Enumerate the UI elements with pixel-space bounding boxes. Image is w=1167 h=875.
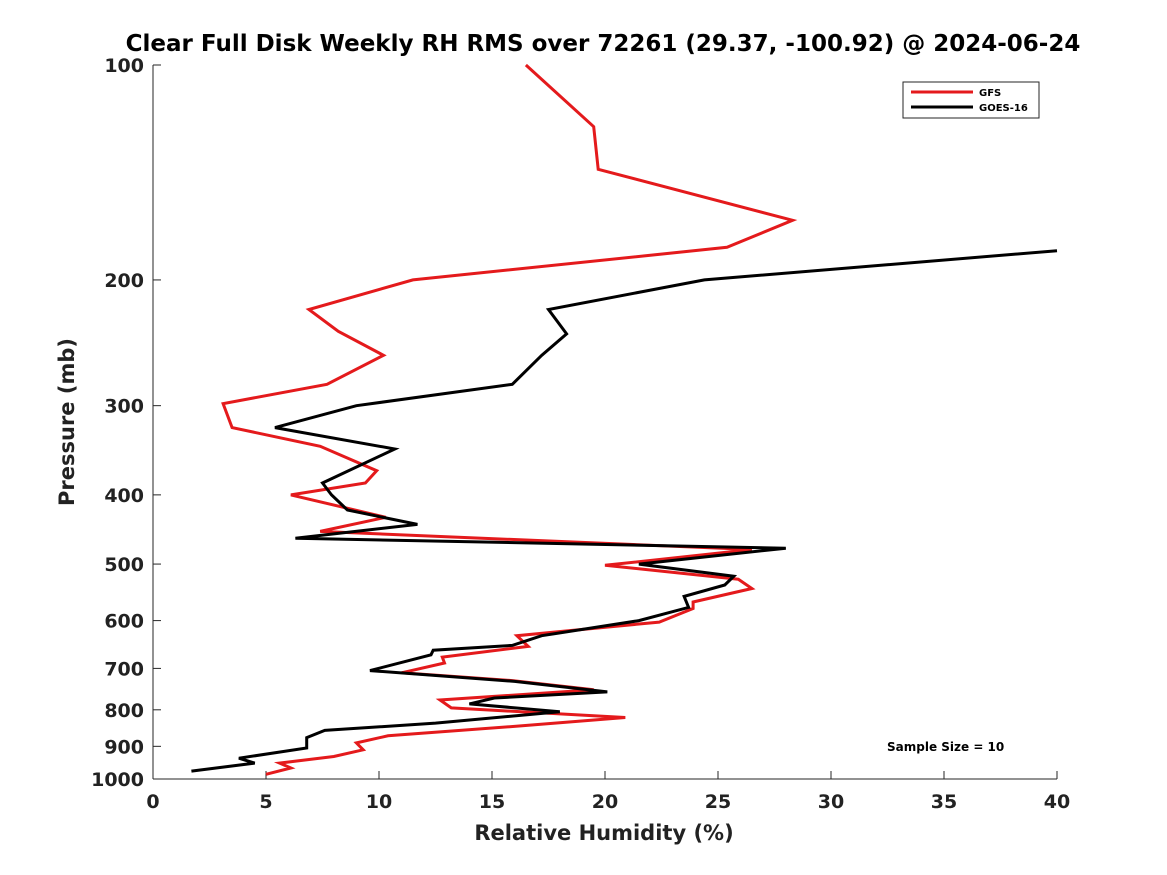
x-tick-label: 35 — [931, 791, 957, 813]
legend-box — [902, 81, 1040, 119]
series-lines — [191, 63, 1058, 776]
y-tick-label: 100 — [104, 55, 144, 77]
x-tick-label: 0 — [146, 791, 159, 813]
plot-area: 0 5 10 15 20 25 30 35 40 100 200 300 400 500 600 700 80… — [91, 55, 1070, 813]
y-tick-label: 200 — [104, 270, 144, 292]
y-tick-label: 300 — [104, 396, 144, 418]
x-tick-label: 10 — [366, 791, 392, 813]
y-ticks: 100 200 300 400 500 600 700 800 900 1000 — [91, 55, 161, 791]
x-tick-label: 30 — [818, 791, 844, 813]
y-tick-label: 800 — [104, 700, 144, 722]
x-tick-label: 25 — [705, 791, 731, 813]
chart-title: Clear Full Disk Weekly RH RMS over 72261… — [126, 31, 1081, 57]
x-tick-label: 40 — [1044, 791, 1070, 813]
y-tick-label: 900 — [104, 736, 144, 758]
x-tick-label: 15 — [479, 791, 505, 813]
legend-label-goes16: GOES-16 — [979, 103, 1028, 114]
y-tick-label: 400 — [104, 485, 144, 507]
x-ticks: 0 5 10 15 20 25 30 35 40 — [146, 771, 1070, 813]
series-line-goes16 — [191, 249, 1058, 773]
y-tick-label: 700 — [104, 658, 144, 680]
legend: GFS GOES-16 — [902, 81, 1040, 119]
x-tick-label: 20 — [592, 791, 618, 813]
x-tick-label: 5 — [259, 791, 272, 813]
y-axis-label: Pressure (mb) — [55, 338, 79, 506]
y-tick-label: 600 — [104, 611, 144, 633]
x-axis-label: Relative Humidity (%) — [474, 821, 733, 845]
y-tick-label: 500 — [104, 554, 144, 576]
legend-label-gfs: GFS — [979, 88, 1001, 99]
y-tick-label: 1000 — [91, 769, 144, 791]
sample-size-annotation: Sample Size = 10 — [887, 740, 1004, 754]
series-line-gfs — [221, 63, 798, 776]
